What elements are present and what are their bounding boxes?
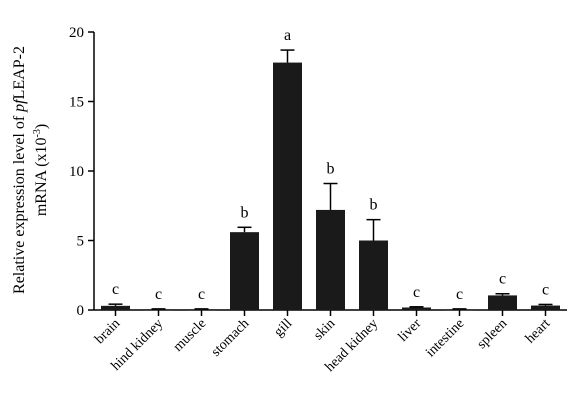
y-axis-title-line1: Relative expression level of pfLEAP-2 [11,46,28,294]
y-axis-unit-suffix: ) [33,124,50,129]
y-tick-label: 10 [69,164,84,180]
x-category-label: muscle [171,316,210,355]
bar-muscle [187,309,216,311]
bar-skin [316,209,345,310]
x-category-label: spleen [474,316,510,352]
significance-label: c [456,286,463,303]
significance-label: b [370,197,378,214]
bar-gill [273,62,302,310]
y-tick-label: 5 [77,234,85,250]
x-category-label: intestine [423,316,467,360]
bar-spleen [488,295,517,310]
significance-label: c [542,281,549,298]
bar-stomach [230,232,259,310]
x-category-label: stomach [209,316,253,360]
bar-hind-kidney [144,309,173,311]
bar-liver [402,307,431,310]
significance-label: c [155,286,162,303]
bar-heart [531,305,560,310]
x-category-label: liver [396,316,425,345]
y-axis-title-suffix: LEAP-2 [11,46,28,99]
y-tick-label: 20 [69,25,84,41]
x-category-label: heart [523,316,553,346]
bar-brain [101,305,130,310]
y-axis-title-italic: pf [11,97,28,113]
bars [101,49,560,311]
y-axis-unit-prefix: mRNA (x10 [33,138,50,217]
y-axis-unit-exponent: -3 [32,129,43,137]
significance-label: c [198,286,205,303]
y-tick-label: 0 [77,303,85,319]
x-category-label: skin [311,316,338,343]
y-tick-label: 15 [69,95,84,111]
significance-label: b [327,161,335,178]
bar-head-kidney [359,240,388,310]
significance-label: b [241,204,249,221]
y-axis-title-line2: mRNA (x10-3) [32,124,50,216]
significance-label: c [112,281,119,298]
bar-intestine [445,309,474,311]
x-category-label: brain [92,316,123,347]
y-axis-title: Relative expression level of pfLEAP-2 mR… [11,46,50,294]
y-axis-title-prefix: Relative expression level of [11,112,28,294]
significance-label: a [284,27,291,44]
x-category-label: gill [272,316,296,340]
significance-label: c [499,271,506,288]
significance-label: c [413,284,420,301]
